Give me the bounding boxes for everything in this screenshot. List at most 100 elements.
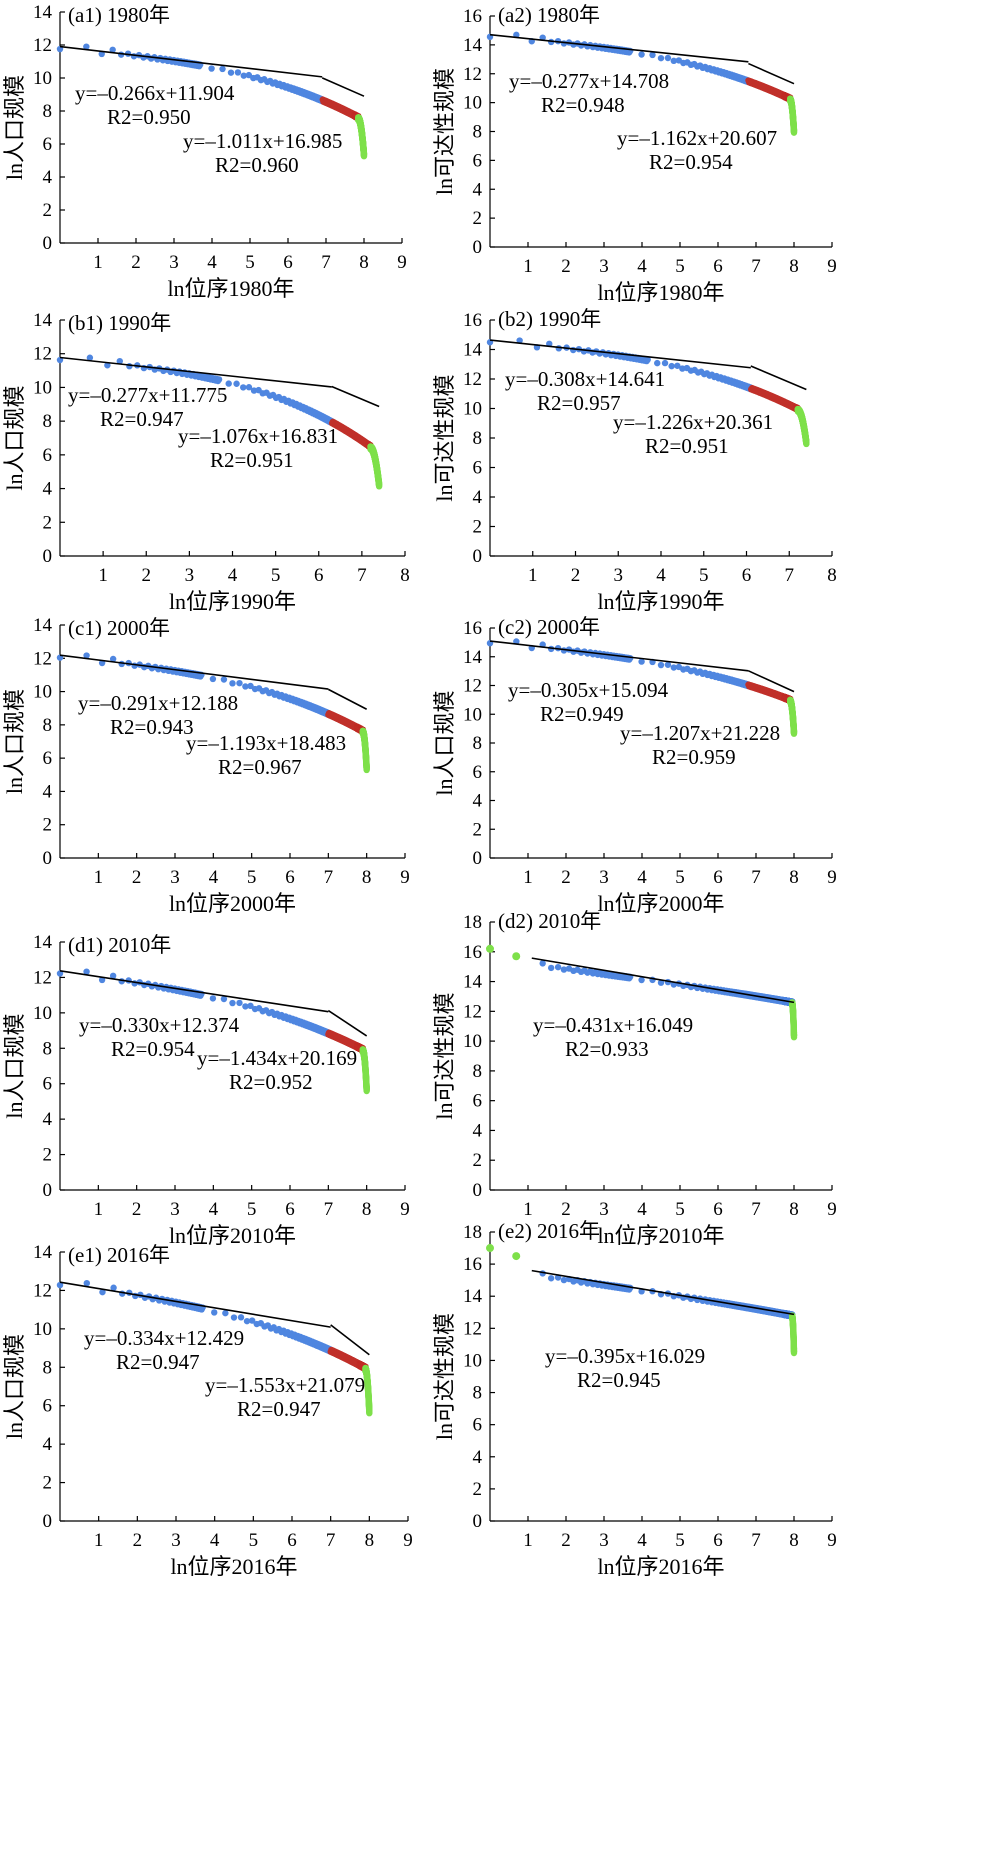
y-tick-label: 6	[43, 445, 53, 466]
y-tick-label: 10	[463, 399, 482, 420]
y-tick-label: 6	[43, 134, 53, 155]
y-tick-label: 8	[473, 428, 483, 449]
y-tick-label: 12	[33, 648, 52, 669]
x-tick-label: 3	[170, 1199, 180, 1220]
y-tick-label: 0	[43, 546, 53, 567]
y-tick-label: 4	[473, 487, 483, 508]
x-tick-label: 4	[207, 252, 217, 273]
data-point	[661, 359, 669, 367]
fit-r-squared: R2=0.957	[537, 391, 621, 415]
data-point	[220, 676, 228, 683]
data-point	[208, 65, 215, 72]
x-tick-label: 2	[571, 565, 581, 586]
x-tick-label: 3	[169, 252, 179, 273]
y-tick-label: 8	[473, 122, 483, 143]
x-tick-label: 2	[132, 867, 142, 888]
y-tick-label: 16	[463, 6, 482, 27]
y-tick-label: 8	[473, 733, 483, 754]
panel-title: (b1) 1990年	[68, 311, 171, 335]
y-tick-label: 4	[43, 167, 53, 188]
x-tick-label: 4	[228, 565, 238, 586]
y-tick-label: 0	[43, 233, 53, 254]
y-tick-label: 12	[33, 967, 52, 988]
y-tick-label: 16	[463, 618, 482, 639]
y-tick-label: 2	[473, 819, 483, 840]
y-tick-label: 2	[43, 815, 53, 836]
y-tick-label: 12	[463, 64, 482, 85]
data-point	[657, 661, 665, 669]
y-tick-label: 0	[473, 848, 483, 869]
x-tick-label: 4	[637, 256, 647, 277]
x-tick-label: 5	[247, 1199, 257, 1220]
y-tick-label: 4	[43, 781, 53, 802]
fit-line	[321, 77, 365, 97]
x-tick-label: 4	[209, 1199, 219, 1220]
y-tick-label: 10	[33, 377, 52, 398]
data-point	[668, 362, 675, 370]
x-tick-label: 4	[637, 867, 647, 888]
y-tick-label: 12	[33, 35, 52, 56]
x-tick-label: 2	[561, 256, 571, 277]
x-tick-label: 6	[314, 565, 324, 586]
panel-title: (d1) 2010年	[68, 933, 171, 957]
y-tick-label: 12	[33, 344, 52, 365]
x-tick-label: 1	[523, 867, 533, 888]
x-tick-label: 9	[400, 1199, 410, 1220]
y-tick-label: 6	[473, 458, 483, 479]
y-tick-label: 14	[463, 340, 483, 361]
data-point	[649, 51, 656, 59]
fit-equation: y=–1.207x+21.228	[620, 721, 780, 745]
data-point	[83, 43, 90, 50]
x-tick-label: 2	[132, 1199, 142, 1220]
y-tick-label: 8	[43, 715, 53, 736]
fit-line	[489, 339, 751, 369]
data-point	[513, 31, 520, 39]
y-tick-label: 14	[33, 615, 53, 636]
y-tick-label: 12	[463, 676, 482, 697]
y-tick-label: 14	[33, 2, 53, 23]
fit-r-squared: R2=0.949	[540, 702, 624, 726]
fit-equation: y=–1.011x+16.985	[183, 129, 342, 153]
data-point	[126, 363, 133, 370]
x-tick-label: 8	[789, 256, 799, 277]
x-tick-label: 9	[827, 256, 837, 277]
x-tick-label: 5	[675, 867, 685, 888]
data-point	[790, 728, 798, 735]
y-tick-label: 10	[33, 68, 52, 89]
fit-equation: y=–1.162x+20.607	[617, 126, 777, 150]
x-axis-label: ln位序1990年	[597, 589, 724, 614]
fit-equation: y=–0.308x+14.641	[505, 367, 665, 391]
y-axis-label: ln可达性规模	[432, 374, 457, 501]
y-tick-label: 0	[473, 546, 483, 567]
panel-title: (a2) 1980年	[498, 3, 600, 27]
x-tick-label: 7	[785, 565, 795, 586]
x-tick-label: 3	[614, 565, 624, 586]
y-tick-label: 2	[473, 208, 483, 229]
y-tick-label: 6	[43, 748, 53, 769]
x-tick-label: 3	[170, 867, 180, 888]
fit-equation: y=–0.305x+15.094	[508, 678, 669, 702]
fit-r-squared: R2=0.943	[110, 715, 194, 739]
y-tick-label: 2	[43, 1145, 53, 1166]
data-point	[215, 376, 223, 383]
x-axis-label: ln位序1990年	[169, 589, 296, 614]
x-tick-label: 7	[751, 256, 761, 277]
fit-equation: y=–1.076x+16.831	[178, 424, 338, 448]
x-tick-label: 8	[359, 252, 369, 273]
data-point	[109, 46, 116, 53]
data-point	[209, 995, 217, 1002]
x-tick-label: 6	[285, 867, 295, 888]
y-tick-label: 4	[43, 479, 53, 500]
y-tick-label: 0	[43, 848, 53, 869]
y-axis-label: ln可达性规模	[432, 68, 457, 195]
y-tick-label: 4	[473, 179, 483, 200]
data-point	[664, 54, 672, 62]
x-tick-label: 6	[713, 256, 723, 277]
data-point	[569, 346, 577, 354]
fit-equation: y=–1.226x+20.361	[613, 410, 773, 434]
fit-r-squared: R2=0.960	[215, 153, 299, 177]
